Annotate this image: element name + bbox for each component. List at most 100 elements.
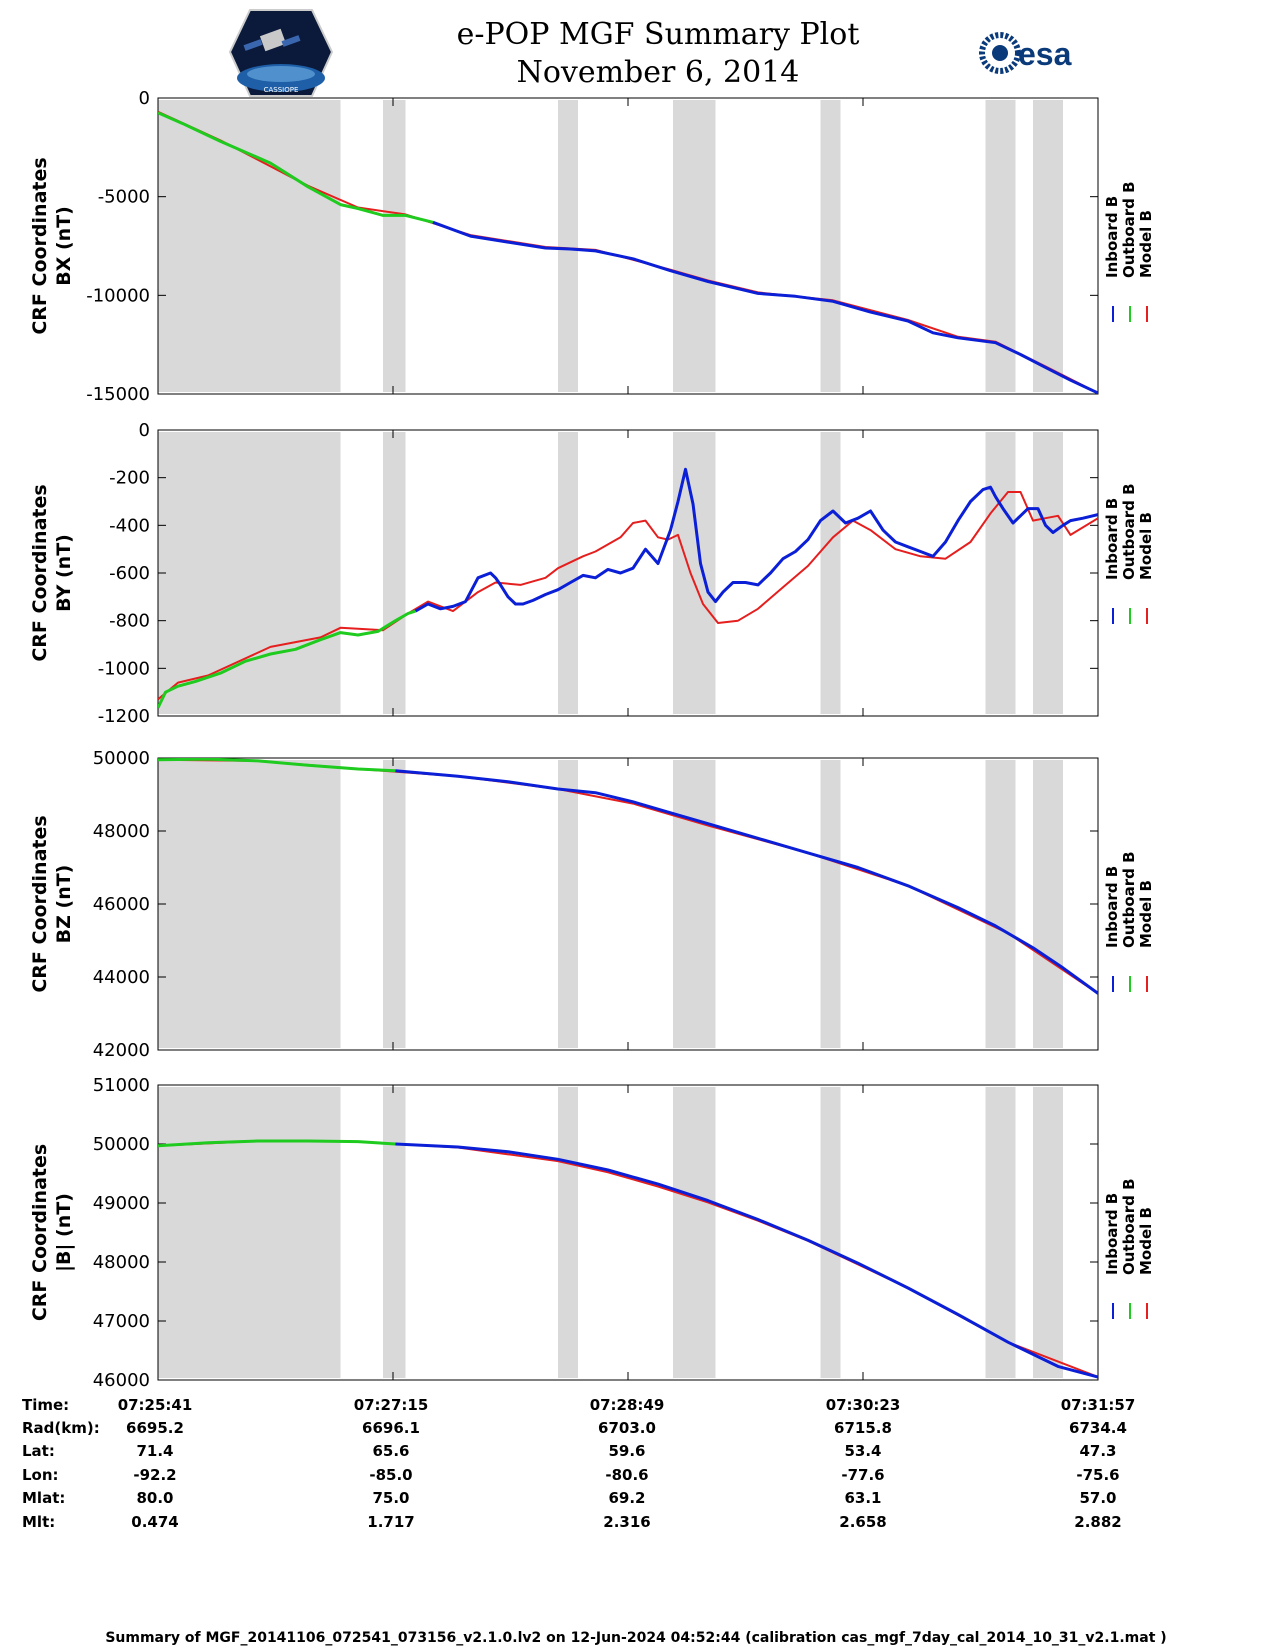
legend-label: Outboard B xyxy=(1120,1178,1138,1275)
data-gap-band xyxy=(673,432,716,714)
ephemeris-value: -85.0 xyxy=(369,1466,412,1484)
y-tick-label: 49000 xyxy=(93,1193,150,1214)
legend: Inboard B Outboard B Model B xyxy=(1103,851,1155,992)
model-b-series xyxy=(158,491,1098,701)
ephemeris-value: 6715.8 xyxy=(834,1419,892,1437)
data-gap-band xyxy=(1033,100,1063,392)
ephemeris-value: 57.0 xyxy=(1079,1489,1116,1507)
y-tick-label: 47000 xyxy=(93,1311,150,1332)
ephemeris-value: 80.0 xyxy=(136,1489,173,1507)
y-axis-label-line1: CRF Coordinates xyxy=(29,1144,51,1321)
ephemeris-value: 2.658 xyxy=(839,1513,886,1531)
ephemeris-value: -77.6 xyxy=(841,1466,884,1484)
y-tick-label: -400 xyxy=(109,515,150,536)
y-tick-label: -200 xyxy=(109,468,150,489)
ephemeris-value: 59.6 xyxy=(608,1442,645,1460)
ephemeris-row-label: Rad(km): xyxy=(22,1419,100,1437)
legend-label: Model B xyxy=(1137,1207,1155,1275)
legend-label: Outboard B xyxy=(1120,483,1138,580)
ephemeris-value: 07:28:49 xyxy=(590,1396,665,1414)
logo-caption: CASSIOPE xyxy=(264,86,299,94)
data-gap-band xyxy=(985,100,1016,392)
y-tick-label: 48000 xyxy=(93,1252,150,1273)
y-tick-label: 42000 xyxy=(93,1040,150,1061)
cassiope-logo: CASSIOPE xyxy=(228,9,334,97)
y-tick-label: 46000 xyxy=(93,894,150,915)
y-tick-label: 50000 xyxy=(93,748,150,769)
data-gap-band xyxy=(558,1087,578,1378)
outboard-b-series xyxy=(158,111,434,224)
legend-label: Inboard B xyxy=(1103,1193,1121,1275)
ephemeris-value: -92.2 xyxy=(133,1466,176,1484)
outboard-b-series xyxy=(158,1139,396,1148)
inboard-b-series xyxy=(414,467,1098,613)
ephemeris-value: 07:27:15 xyxy=(354,1396,429,1414)
legend-label: Model B xyxy=(1137,880,1155,948)
y-axis-label: CRF Coordinates BX (nT) xyxy=(29,157,75,334)
ephemeris-value: 2.882 xyxy=(1074,1513,1121,1531)
y-axis-label-line2: BZ (nT) xyxy=(53,865,75,944)
legend-label: Inboard B xyxy=(1103,196,1121,278)
data-gap-band xyxy=(673,760,716,1048)
ephemeris-value: 07:25:41 xyxy=(118,1396,193,1414)
legend: Inboard B Outboard B Model B xyxy=(1103,181,1155,322)
y-tick-label: -600 xyxy=(109,563,150,584)
data-gap-band xyxy=(383,432,406,714)
y-tick-label: -15000 xyxy=(86,384,150,405)
ephemeris-row-label: Lat: xyxy=(22,1442,55,1460)
legend-label: Inboard B xyxy=(1103,866,1121,948)
y-tick-label: -5000 xyxy=(98,187,150,208)
panel-3: 50000 48000 46000 44000 42000 CRF Coordinates… xyxy=(29,748,1155,1061)
y-axis-label-line1: CRF Coordinates xyxy=(29,815,51,992)
y-axis-label-line2: BY (nT) xyxy=(53,534,75,612)
panel-1: 0 -5000 -10000 -15000 CRF Coordinates BX (nT)… xyxy=(29,88,1155,405)
data-gap-band xyxy=(820,432,841,714)
outboard-b-series xyxy=(158,758,396,773)
y-tick-label: -1200 xyxy=(98,706,150,727)
ephemeris-table: Time: Rad(km): Lat: Lon: Mlat: Mlt: 07:25:41 66… xyxy=(22,1396,1135,1531)
ephemeris-value: 63.1 xyxy=(844,1489,881,1507)
ephemeris-value: 53.4 xyxy=(844,1442,881,1460)
plot-title: e-POP MGF Summary Plot xyxy=(457,17,860,52)
ephemeris-value: 07:30:23 xyxy=(826,1396,901,1414)
ephemeris-value: 6695.2 xyxy=(126,1419,184,1437)
panel-2: 0 -200 -400 -600 -800 -1000 -1200 CRF Coordinat… xyxy=(29,420,1155,727)
y-tick-label: -10000 xyxy=(86,285,150,306)
y-tick-label: 51000 xyxy=(93,1075,150,1096)
y-tick-label: 0 xyxy=(139,88,150,109)
data-gap-band xyxy=(558,432,578,714)
ephemeris-row-label: Mlt: xyxy=(22,1513,55,1531)
ephemeris-value: 6696.1 xyxy=(362,1419,420,1437)
y-axis-label-line2: |B| (nT) xyxy=(53,1193,75,1272)
ephemeris-value: 07:31:57 xyxy=(1061,1396,1136,1414)
plot-date: November 6, 2014 xyxy=(517,55,800,90)
ephemeris-value: 65.6 xyxy=(372,1442,409,1460)
ephemeris-value: 69.2 xyxy=(608,1489,645,1507)
ephemeris-value: -75.6 xyxy=(1076,1466,1119,1484)
inboard-b-series xyxy=(395,1142,1098,1379)
data-gap-band xyxy=(558,760,578,1048)
legend-label: Outboard B xyxy=(1120,851,1138,948)
ephemeris-value: 71.4 xyxy=(136,1442,173,1460)
panel-4: 51000 50000 49000 48000 47000 46000 CRF Coordi… xyxy=(29,1075,1155,1391)
y-axis-label-line1: CRF Coordinates xyxy=(29,157,51,334)
inboard-b-series xyxy=(432,220,1098,394)
legend-label: Model B xyxy=(1137,210,1155,278)
data-gap-band xyxy=(1033,760,1063,1048)
ephemeris-value: 2.316 xyxy=(603,1513,650,1531)
data-gap-band xyxy=(820,760,841,1048)
legend-label: Model B xyxy=(1137,512,1155,580)
ephemeris-value: 0.474 xyxy=(131,1513,178,1531)
data-gap-band xyxy=(158,432,341,714)
ephemeris-value: -80.6 xyxy=(605,1466,648,1484)
ephemeris-value: 6703.0 xyxy=(598,1419,656,1437)
data-gap-band xyxy=(985,432,1016,714)
ephemeris-value: 75.0 xyxy=(372,1489,409,1507)
y-tick-label: 48000 xyxy=(93,821,150,842)
y-axis-label: CRF Coordinates BY (nT) xyxy=(29,484,75,661)
ephemeris-value: 6734.4 xyxy=(1069,1419,1127,1437)
footer-caption: Summary of MGF_20141106_072541_073156_v2… xyxy=(105,1630,1166,1646)
ephemeris-row-label: Mlat: xyxy=(22,1489,65,1507)
ephemeris-row-label: Lon: xyxy=(22,1466,59,1484)
